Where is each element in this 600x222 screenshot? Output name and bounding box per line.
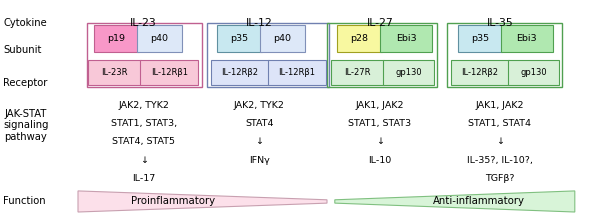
Text: STAT4: STAT4 (245, 119, 274, 128)
Text: gp130: gp130 (520, 68, 547, 77)
FancyBboxPatch shape (260, 25, 305, 52)
Text: JAK2, TYK2: JAK2, TYK2 (234, 101, 284, 110)
FancyBboxPatch shape (383, 60, 434, 85)
FancyBboxPatch shape (140, 60, 198, 85)
Text: JAK-STAT
signaling
pathway: JAK-STAT signaling pathway (3, 109, 49, 142)
FancyBboxPatch shape (337, 25, 382, 52)
FancyBboxPatch shape (268, 60, 326, 85)
FancyBboxPatch shape (88, 60, 141, 85)
Text: Proinflammatory: Proinflammatory (131, 196, 215, 206)
Text: ↓: ↓ (376, 137, 384, 147)
Text: p40: p40 (274, 34, 292, 43)
Text: JAK1, JAK2: JAK1, JAK2 (476, 101, 524, 110)
Polygon shape (335, 191, 575, 212)
Text: Ebi3: Ebi3 (517, 34, 537, 43)
Text: IL-23R: IL-23R (101, 68, 128, 77)
Text: IL-27: IL-27 (367, 18, 393, 28)
Text: STAT4, STAT5: STAT4, STAT5 (113, 137, 176, 147)
Text: Subunit: Subunit (3, 45, 41, 55)
FancyBboxPatch shape (380, 25, 432, 52)
Text: IL-35: IL-35 (487, 18, 513, 28)
FancyBboxPatch shape (508, 60, 559, 85)
Text: ↓: ↓ (496, 137, 504, 147)
Text: IFNγ: IFNγ (249, 156, 269, 165)
Text: STAT1, STAT3: STAT1, STAT3 (348, 119, 412, 128)
Text: IL-12: IL-12 (246, 18, 272, 28)
Text: STAT1, STAT3,: STAT1, STAT3, (111, 119, 177, 128)
FancyBboxPatch shape (94, 25, 139, 52)
Text: Cytokine: Cytokine (3, 18, 47, 28)
Text: IL-12Rβ2: IL-12Rβ2 (461, 68, 499, 77)
Text: p40: p40 (151, 34, 169, 43)
Text: IL-12Rβ2: IL-12Rβ2 (221, 68, 259, 77)
FancyBboxPatch shape (217, 25, 262, 52)
Text: JAK2, TYK2: JAK2, TYK2 (119, 101, 169, 110)
Text: p28: p28 (350, 34, 368, 43)
Text: ↓: ↓ (140, 156, 148, 165)
FancyBboxPatch shape (501, 25, 553, 52)
FancyBboxPatch shape (211, 60, 269, 85)
Text: STAT1, STAT4: STAT1, STAT4 (468, 119, 532, 128)
Text: gp130: gp130 (395, 68, 422, 77)
Text: IL-10: IL-10 (368, 156, 391, 165)
Text: IL-23: IL-23 (130, 18, 156, 28)
Text: Ebi3: Ebi3 (396, 34, 416, 43)
Text: IL-17: IL-17 (133, 174, 155, 183)
Text: Anti-inflammatory: Anti-inflammatory (433, 196, 525, 206)
Text: p35: p35 (471, 34, 489, 43)
FancyBboxPatch shape (458, 25, 502, 52)
Text: TGFβ?: TGFβ? (485, 174, 515, 183)
FancyBboxPatch shape (331, 60, 384, 85)
Text: IL-12Rβ1: IL-12Rβ1 (151, 68, 188, 77)
Text: Function: Function (3, 196, 46, 206)
Text: p19: p19 (107, 34, 125, 43)
Text: p35: p35 (230, 34, 248, 43)
Text: JAK1, JAK2: JAK1, JAK2 (356, 101, 404, 110)
FancyBboxPatch shape (451, 60, 509, 85)
Text: Receptor: Receptor (3, 78, 47, 88)
FancyBboxPatch shape (137, 25, 182, 52)
Text: IL-27R: IL-27R (344, 68, 371, 77)
Text: IL-12Rβ1: IL-12Rβ1 (278, 68, 316, 77)
Text: ↓: ↓ (255, 137, 263, 147)
Text: IL-35?, IL-10?,: IL-35?, IL-10?, (467, 156, 533, 165)
Polygon shape (78, 191, 327, 212)
